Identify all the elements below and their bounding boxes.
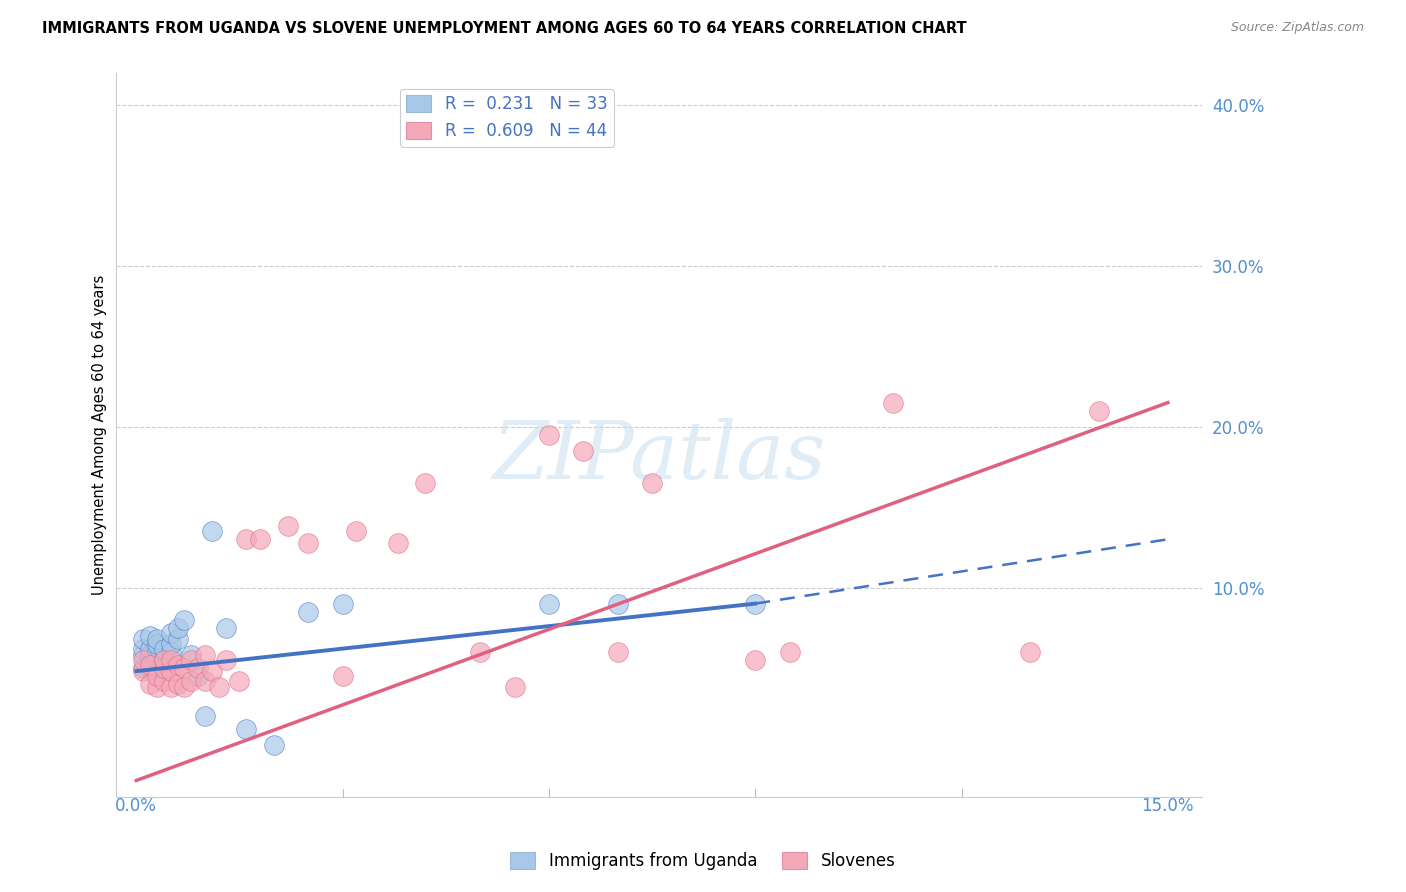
Point [153,653,176,667]
Point [166,632,188,646]
Point [173,680,195,694]
Point [139,677,162,691]
Point [606,645,628,659]
Point [228,673,250,688]
Point [344,524,367,539]
Point [194,673,217,688]
Point [132,641,155,656]
Point [146,637,169,651]
Y-axis label: Unemployment Among Ages 60 to 64 years: Unemployment Among Ages 60 to 64 years [93,275,107,595]
Point [194,709,217,723]
Point [139,641,162,656]
Point [132,648,155,662]
Point [744,597,766,611]
Point [146,664,169,678]
Point [215,621,238,635]
Point [187,669,209,683]
Point [132,661,155,675]
Point [387,535,409,549]
Point [1019,645,1042,659]
Point [468,645,491,659]
Point [159,625,181,640]
Point [132,653,155,667]
Point [201,524,224,539]
Point [1088,403,1111,417]
Point [159,653,181,667]
Point [139,657,162,672]
Point [201,664,224,678]
Point [503,680,526,694]
Point [159,637,181,651]
Point [146,645,169,659]
Point [132,632,155,646]
Text: ZIPatlas: ZIPatlas [492,417,825,495]
Point [173,661,195,675]
Point [159,645,181,659]
Point [153,661,176,675]
Text: 0.0%: 0.0% [115,797,157,814]
Point [249,533,271,547]
Point [235,533,257,547]
Point [153,653,176,667]
Point [166,657,188,672]
Point [153,641,176,656]
Point [744,653,766,667]
Point [146,632,169,646]
Point [297,535,319,549]
Point [277,519,299,533]
Point [572,443,595,458]
Point [332,597,354,611]
Legend: Immigrants from Uganda, Slovenes: Immigrants from Uganda, Slovenes [503,845,903,877]
Point [139,629,162,643]
Point [180,648,202,662]
Point [187,661,209,675]
Point [132,664,155,678]
Point [779,645,801,659]
Point [882,395,904,409]
Point [263,738,285,752]
Point [173,613,195,627]
Point [641,475,664,490]
Point [139,661,162,675]
Point [537,427,560,442]
Text: IMMIGRANTS FROM UGANDA VS SLOVENE UNEMPLOYMENT AMONG AGES 60 TO 64 YEARS CORRELA: IMMIGRANTS FROM UGANDA VS SLOVENE UNEMPL… [42,21,967,36]
Point [159,664,181,678]
Point [194,648,217,662]
Point [159,680,181,694]
Point [208,680,231,694]
Point [297,605,319,619]
Point [166,621,188,635]
Point [413,475,436,490]
Point [537,597,560,611]
Point [332,669,354,683]
Point [146,653,169,667]
Legend: R =  0.231   N = 33, R =  0.609   N = 44: R = 0.231 N = 33, R = 0.609 N = 44 [399,88,614,146]
Point [146,680,169,694]
Point [606,597,628,611]
Point [180,653,202,667]
Point [146,669,169,683]
Point [166,677,188,691]
Point [235,722,257,736]
Point [153,673,176,688]
Text: 15.0%: 15.0% [1142,797,1194,814]
Point [139,648,162,662]
Point [180,673,202,688]
Text: Source: ZipAtlas.com: Source: ZipAtlas.com [1230,21,1364,34]
Point [215,653,238,667]
